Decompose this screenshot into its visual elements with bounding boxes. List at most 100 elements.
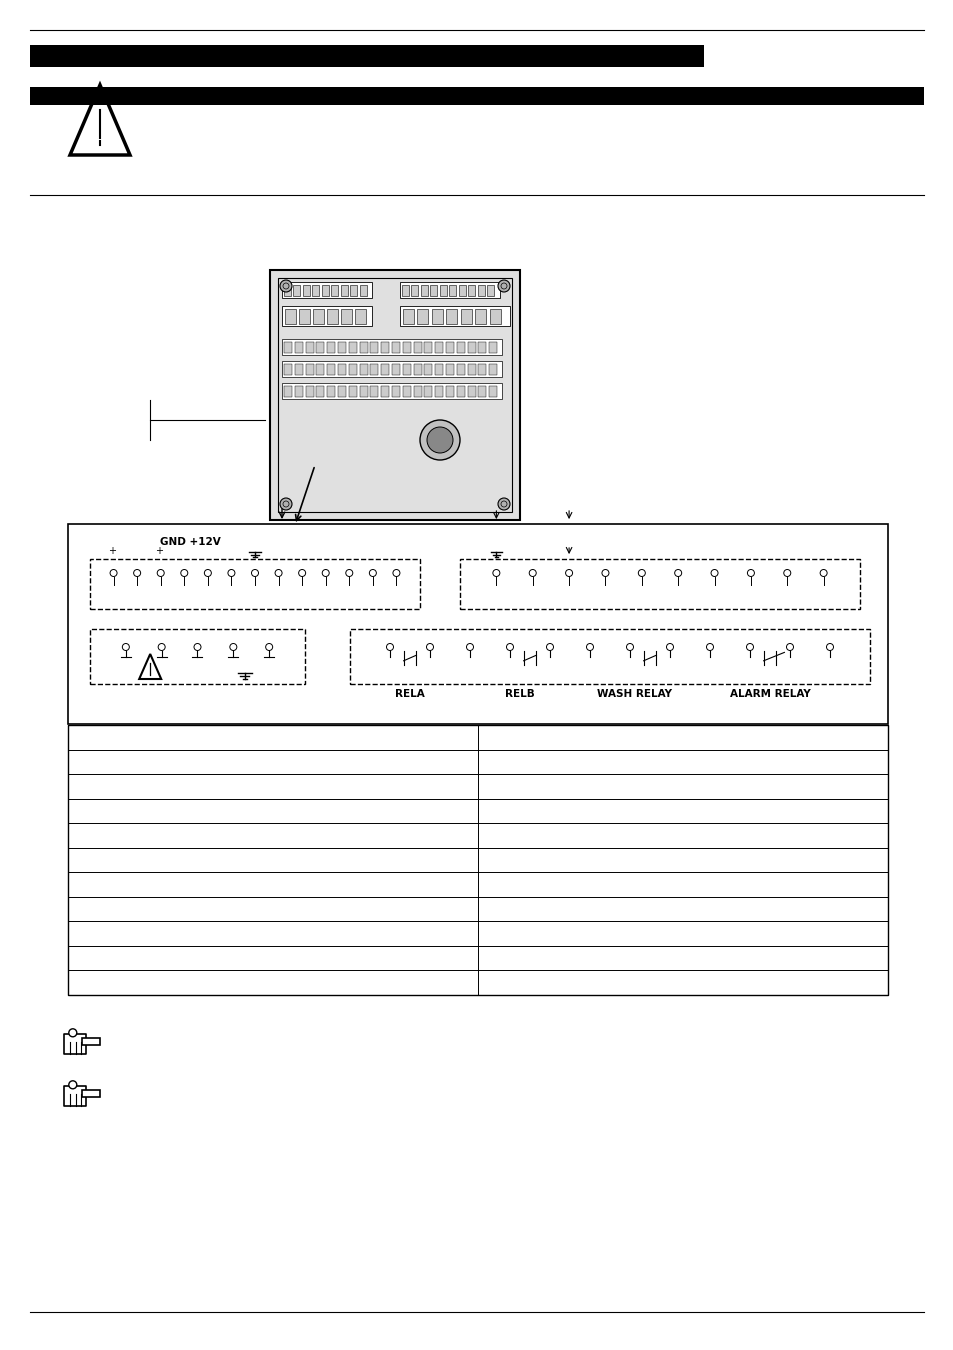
Circle shape: [427, 427, 453, 454]
Bar: [327, 342, 335, 352]
Bar: [381, 342, 389, 352]
Bar: [392, 342, 399, 352]
Bar: [337, 386, 346, 397]
Bar: [458, 285, 465, 296]
Bar: [305, 364, 314, 375]
Bar: [435, 342, 443, 352]
Bar: [402, 386, 411, 397]
Bar: [424, 342, 432, 352]
Bar: [489, 386, 497, 397]
Circle shape: [280, 279, 292, 292]
Bar: [432, 309, 442, 324]
Bar: [446, 364, 454, 375]
Bar: [68, 725, 887, 995]
Bar: [401, 285, 409, 296]
Bar: [424, 364, 432, 375]
Bar: [399, 282, 499, 298]
Bar: [282, 282, 372, 298]
Circle shape: [497, 498, 510, 510]
Bar: [402, 364, 411, 375]
Bar: [490, 309, 500, 324]
Bar: [460, 309, 472, 324]
Text: ALARM RELAY: ALARM RELAY: [729, 688, 809, 699]
Bar: [477, 386, 486, 397]
Bar: [340, 309, 352, 324]
Bar: [350, 285, 357, 296]
Bar: [305, 342, 314, 352]
Bar: [435, 364, 443, 375]
Bar: [294, 342, 302, 352]
Bar: [359, 285, 367, 296]
Bar: [294, 285, 300, 296]
Bar: [327, 386, 335, 397]
Bar: [284, 342, 292, 352]
Bar: [477, 364, 486, 375]
Bar: [414, 364, 421, 375]
Bar: [411, 285, 418, 296]
Bar: [449, 285, 456, 296]
Bar: [475, 309, 486, 324]
Bar: [270, 270, 519, 520]
Bar: [446, 386, 454, 397]
Text: GND +12V: GND +12V: [159, 537, 220, 547]
Bar: [30, 45, 703, 68]
Bar: [489, 342, 497, 352]
Bar: [392, 364, 399, 375]
Bar: [467, 386, 476, 397]
Bar: [477, 285, 484, 296]
Bar: [414, 342, 421, 352]
Bar: [316, 342, 324, 352]
Bar: [487, 285, 494, 296]
Bar: [313, 309, 324, 324]
Bar: [331, 285, 338, 296]
Bar: [298, 309, 310, 324]
Bar: [68, 524, 887, 724]
Bar: [284, 285, 291, 296]
Bar: [489, 364, 497, 375]
Circle shape: [280, 498, 292, 510]
Bar: [322, 285, 329, 296]
Bar: [355, 309, 366, 324]
Text: RELB: RELB: [504, 688, 535, 699]
Bar: [414, 386, 421, 397]
Bar: [467, 342, 476, 352]
Bar: [303, 285, 310, 296]
Bar: [359, 364, 367, 375]
Bar: [294, 364, 302, 375]
Bar: [381, 364, 389, 375]
Circle shape: [497, 279, 510, 292]
Circle shape: [69, 1081, 77, 1089]
Text: +: +: [154, 545, 163, 556]
Bar: [435, 386, 443, 397]
Bar: [468, 285, 475, 296]
Bar: [284, 386, 292, 397]
Bar: [90, 559, 419, 609]
Circle shape: [419, 420, 459, 460]
Bar: [424, 386, 432, 397]
Bar: [381, 386, 389, 397]
Bar: [349, 386, 356, 397]
Bar: [349, 364, 356, 375]
Bar: [337, 342, 346, 352]
Bar: [294, 386, 302, 397]
Bar: [316, 364, 324, 375]
Bar: [327, 364, 335, 375]
Bar: [349, 342, 356, 352]
Bar: [30, 86, 923, 105]
Bar: [402, 342, 411, 352]
Bar: [467, 364, 476, 375]
Bar: [392, 386, 399, 397]
Bar: [350, 629, 869, 684]
Bar: [82, 1089, 100, 1096]
Bar: [282, 306, 372, 325]
Bar: [90, 629, 305, 684]
Bar: [459, 559, 859, 609]
Bar: [456, 386, 464, 397]
Bar: [420, 285, 428, 296]
Bar: [456, 342, 464, 352]
Bar: [446, 342, 454, 352]
Bar: [337, 364, 346, 375]
Bar: [439, 285, 447, 296]
Text: +: +: [108, 545, 115, 556]
Bar: [340, 285, 348, 296]
